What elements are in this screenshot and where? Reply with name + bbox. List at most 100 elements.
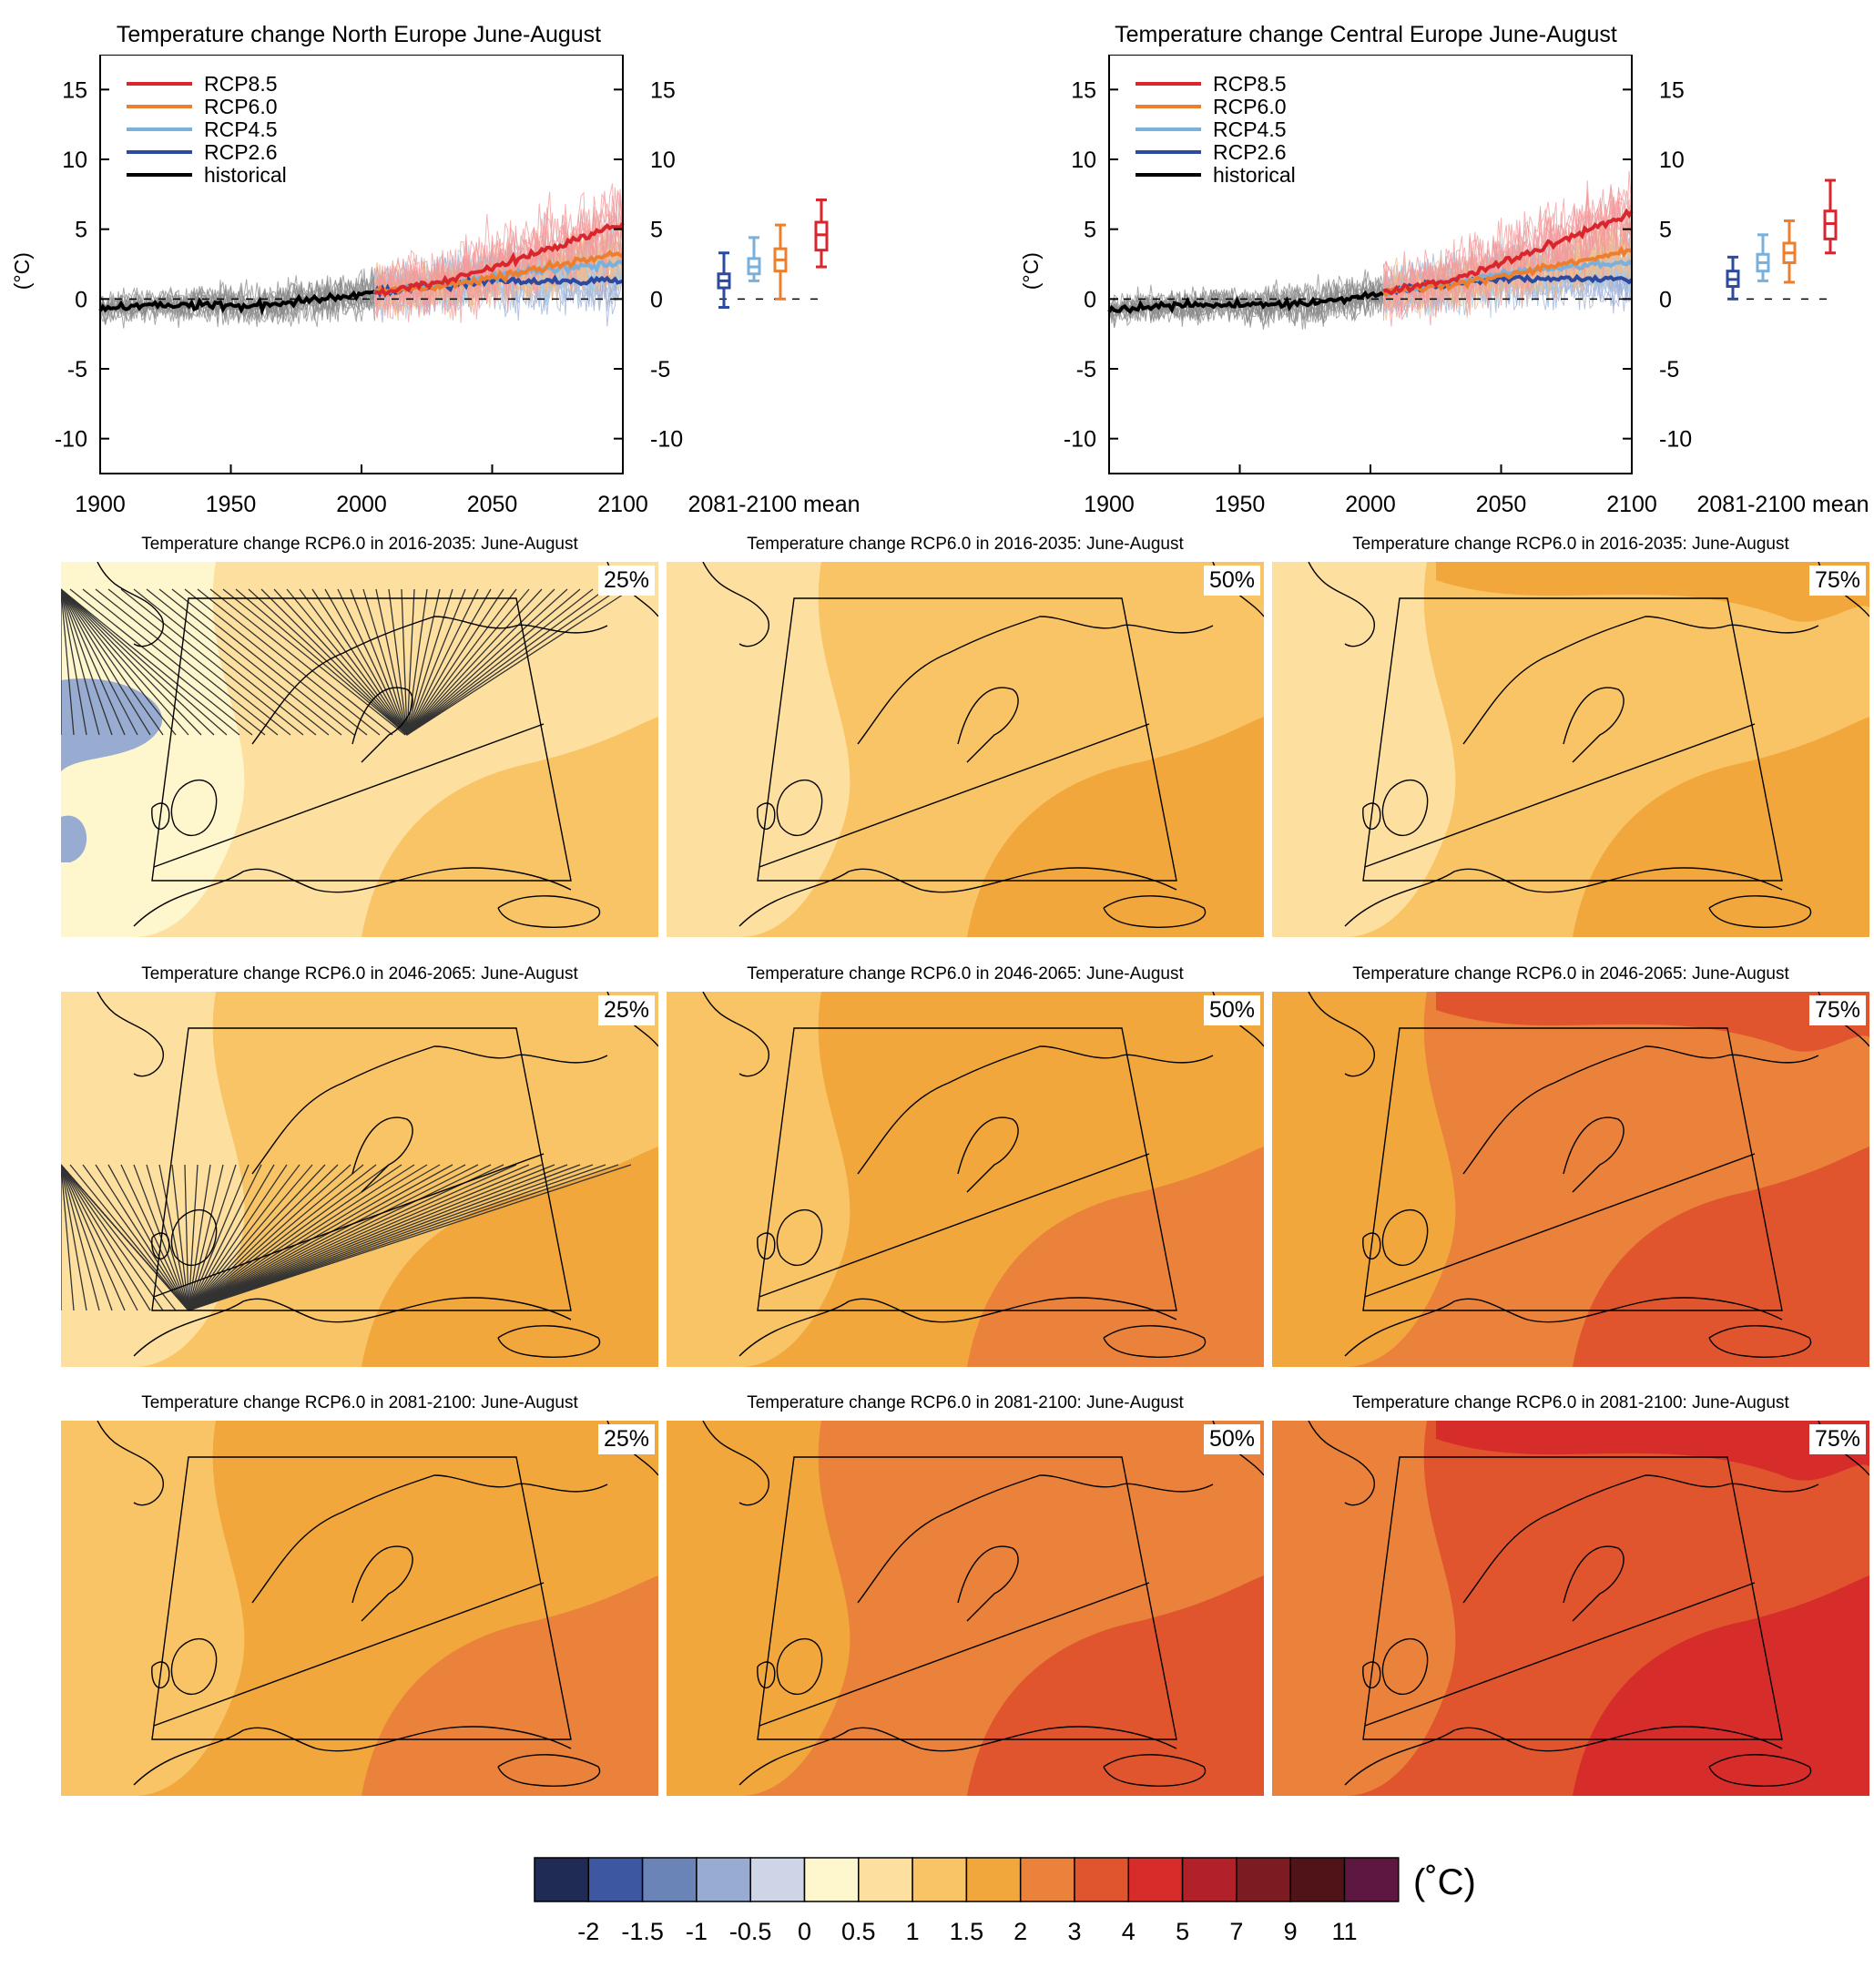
chart-title: Temperature change Central Europe June-A… [1115, 22, 1617, 47]
field-cooler-west [1272, 562, 1456, 937]
field-north-band [225, 562, 658, 622]
hatch-line [248, 588, 408, 736]
ensemble-line [373, 195, 624, 320]
hatch-line [120, 1164, 189, 1311]
hatch-line [406, 588, 517, 736]
hatch-line [184, 588, 368, 736]
colorbar-cell [1127, 1857, 1184, 1902]
coastline-baltic [351, 1116, 413, 1193]
hatch-line [235, 588, 408, 736]
coastlines [702, 562, 1264, 928]
ensemble-members [1108, 170, 1633, 331]
coastline-scandinavia [857, 616, 1214, 745]
hatching [61, 588, 632, 736]
field-warmer-east [967, 1147, 1264, 1367]
colorbar-cell [1019, 1857, 1075, 1902]
colorbar-cell [1236, 1857, 1291, 1902]
map-title: Temperature change RCP6.0 in 2081-2100: … [1352, 1393, 1789, 1412]
coastlines [97, 562, 658, 928]
colorbar-label: 0.5 [841, 1918, 876, 1945]
series-mean-historical [98, 290, 375, 316]
colorbar-label: 0 [798, 1918, 811, 1945]
coastline-baltic [957, 1545, 1019, 1622]
hatch-line [61, 588, 164, 736]
y-tick-label: -5 [1659, 357, 1679, 382]
colorbar: -2 -1.5 -1 -0.5 0 0.5 1 1.5 2 3 4 5 7 9 11 [534, 1857, 1400, 1945]
coastline-britain [170, 1209, 218, 1266]
legend-label: RCP6.0 [1213, 95, 1287, 118]
hatch-line [406, 588, 606, 736]
hatch-line [184, 1164, 189, 1311]
coastline-ireland [151, 1232, 170, 1260]
hatch-line [188, 1164, 402, 1311]
field-cooler-west [1272, 992, 1456, 1367]
map-panel: Temperature change RCP6.0 in 2016-2035: … [667, 535, 1264, 937]
coastline-britain [1381, 1209, 1429, 1266]
y-tick-label: -5 [67, 357, 87, 382]
colorbar-cell [912, 1857, 968, 1902]
coastline-black-sea [497, 1754, 601, 1787]
coastline-scandinavia [857, 1045, 1214, 1175]
coastline-black-sea [1103, 895, 1207, 928]
percentile-label: 75% [1808, 995, 1866, 1025]
x-tick-label: 2100 [597, 492, 648, 517]
hatch-line [95, 1164, 189, 1311]
hatch-line [188, 1164, 594, 1311]
coastlines [1308, 992, 1869, 1358]
legend-label: historical [1213, 163, 1296, 187]
map-panel: Temperature change RCP6.0 in 2081-2100: … [61, 1393, 658, 1796]
hatch-line [158, 588, 342, 736]
region-boxes [151, 597, 572, 882]
hatch-line [188, 1164, 555, 1311]
coastline-scandinavia [251, 1474, 608, 1604]
coastlines [1308, 1421, 1869, 1787]
hatch-line [61, 588, 189, 736]
x-tick-label: 2050 [467, 492, 518, 517]
colorbar-cell [965, 1857, 1022, 1902]
coastline-ireland [757, 802, 776, 831]
hatch-line [311, 588, 408, 736]
hatch-line [188, 1164, 339, 1311]
coastline-black-sea [1708, 1325, 1812, 1358]
hatch-line [61, 1164, 177, 1311]
map-title: Temperature change RCP6.0 in 2016-2035: … [747, 535, 1184, 554]
y-tick-label: 10 [62, 148, 87, 173]
map-panel: Temperature change RCP6.0 in 2016-2035: … [1272, 535, 1869, 937]
y-tick-label: 0 [75, 287, 87, 312]
hatch-line [61, 588, 75, 736]
coastline-mediterranean [1344, 1726, 1783, 1786]
coastline-mediterranean [133, 1297, 572, 1357]
boxplot-rcp26 [1726, 255, 1740, 301]
percentile-label: 75% [1808, 1424, 1866, 1454]
coastline-ireland [151, 802, 170, 831]
field-cooler-west [1272, 1421, 1456, 1796]
coastline-greenland [97, 562, 164, 647]
hatch-line [107, 588, 291, 736]
map-field [667, 562, 1264, 937]
x-tick-label: 1950 [1215, 492, 1266, 517]
field-north-band [1436, 992, 1869, 1052]
region-outline [151, 1027, 572, 1311]
map-title: Temperature change RCP6.0 in 2081-2100: … [747, 1393, 1184, 1412]
coastline-scandinavia [251, 1045, 608, 1175]
hatch-line [61, 1164, 75, 1311]
y-tick-label: 15 [62, 77, 87, 103]
field-warmer-east [1573, 717, 1869, 937]
field-warmer-east [362, 1575, 658, 1796]
colorbar-label: -0.5 [729, 1918, 772, 1945]
coastline-mediterranean [738, 1297, 1177, 1357]
colorbar-cell [534, 1857, 590, 1902]
boxplot-rcp60 [1782, 219, 1797, 284]
hatch-line [362, 588, 408, 736]
hatch-line [61, 588, 177, 736]
hatch-line [188, 1164, 351, 1311]
region-boxes [151, 1027, 572, 1311]
colorbar-label: -1 [686, 1918, 708, 1945]
field-warmer-east [967, 1575, 1264, 1796]
y-tick-label: -5 [1076, 357, 1096, 382]
chart-title: Temperature change North Europe June-Aug… [116, 22, 602, 47]
percentile-label: 50% [1203, 995, 1260, 1025]
region-boxes [757, 1456, 1177, 1740]
hatch-line [61, 1164, 138, 1311]
hatch-line [61, 1164, 164, 1311]
